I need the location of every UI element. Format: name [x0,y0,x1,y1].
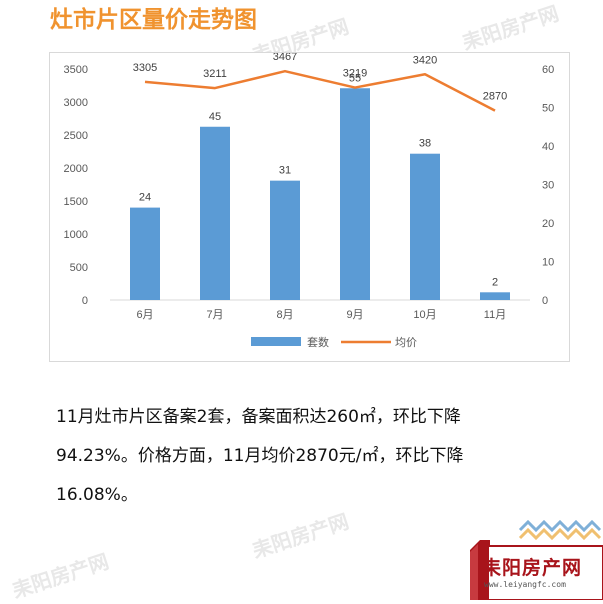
bar-data-label: 31 [279,165,291,177]
bar-data-label: 45 [209,111,221,123]
line-series [144,69,496,112]
x-tick-label: 9月 [346,309,363,321]
bar [270,180,300,300]
bar-data-label: 2 [492,276,498,288]
left-tick-label: 0 [82,295,88,307]
line-data-label: 2870 [483,91,507,103]
right-tick-label: 0 [542,295,548,307]
bar-data-label: 55 [349,72,361,84]
x-tick-label: 7月 [206,309,223,321]
right-tick-label: 20 [542,218,554,230]
line-data-label: 3219 [343,68,367,80]
logo-name: 耒阳房产网 [482,557,583,579]
description-line: 94.23%。价格方面，11月均价2870元/㎡，环比下降 [56,446,464,466]
legend-swatch-bars [251,337,301,346]
logo-url: www.leiyangfc.com [484,580,566,589]
combo-chart: 0 500 1000 1500 2000 2500 3000 3500 0 10 20 30 40 50 6… [64,53,555,349]
site-logo [470,520,603,600]
watermark: 耒阳房产网 [459,1,562,55]
x-tick-label: 6月 [136,309,153,321]
line-data-label: 3467 [273,53,297,63]
x-tick-label: 8月 [276,309,293,321]
left-tick-label: 3000 [64,97,88,109]
chart-container: 0 500 1000 1500 2000 2500 3000 3500 0 10 20 30 40 50 6… [49,52,570,362]
line-data-label: 3420 [413,54,437,66]
left-tick-label: 2500 [64,130,88,142]
bar [130,207,160,300]
description: 11月灶市片区备案2套，备案面积达260㎡，环比下降 94.23%。价格方面，1… [56,398,576,515]
right-tick-label: 10 [542,257,554,269]
right-tick-label: 40 [542,141,554,153]
right-tick-label: 30 [542,180,554,192]
left-tick-label: 500 [70,262,88,274]
right-tick-label: 50 [542,103,554,115]
description-line: 11月灶市片区备案2套，备案面积达260㎡，环比下降 [56,407,461,427]
description-line: 16.08%。 [56,485,138,505]
bar [410,153,440,300]
line-data-label: 3211 [203,68,227,80]
bar [340,88,370,300]
line-data-label: 3305 [133,62,157,74]
watermark: 耒阳房产网 [9,549,112,603]
legend-label: 均价 [395,336,417,349]
legend-label: 套数 [307,336,329,349]
bar-data-label: 24 [139,192,151,204]
right-tick-label: 60 [542,64,554,76]
page-title: 灶市片区量价走势图 [50,7,257,33]
left-tick-label: 1000 [64,229,88,241]
bar [480,292,510,300]
x-tick-label: 11月 [484,309,506,321]
bar [200,126,230,300]
x-tick-label: 10月 [413,309,436,321]
left-tick-label: 1500 [64,196,88,208]
left-tick-label: 2000 [64,163,88,175]
bar-data-label: 38 [419,138,431,150]
left-tick-label: 3500 [64,64,88,76]
